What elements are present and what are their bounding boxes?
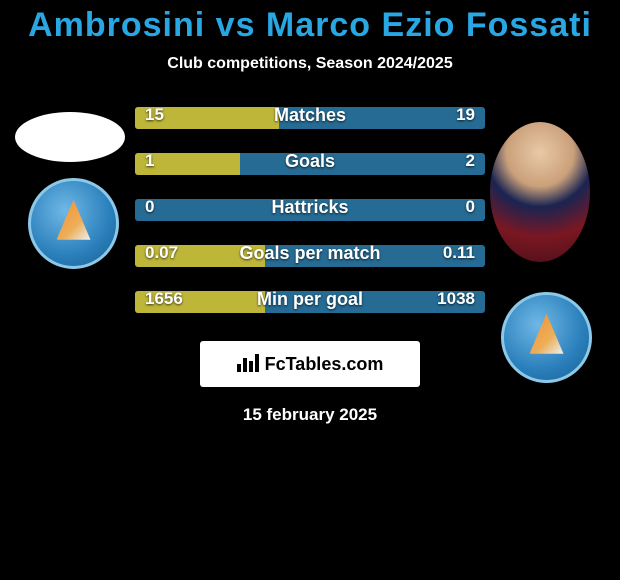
date-text: 15 february 2025 xyxy=(0,405,620,425)
page-title: Ambrosini vs Marco Ezio Fossati xyxy=(0,0,620,45)
stat-label: Goals per match xyxy=(135,243,485,264)
stat-value-right: 19 xyxy=(456,105,475,125)
stat-label: Goals xyxy=(135,151,485,172)
brand-text: FcTables.com xyxy=(265,354,384,375)
stat-row: 0Hattricks0 xyxy=(135,195,485,225)
brand-bars-icon xyxy=(237,352,259,377)
page-subtitle: Club competitions, Season 2024/2025 xyxy=(0,55,620,73)
stat-row: 15Matches19 xyxy=(135,103,485,133)
stat-label: Min per goal xyxy=(135,289,485,310)
stats-area: 15Matches19 1Goals2 0Hattricks0 0.07Goals p… xyxy=(0,103,620,317)
stat-row: 1Goals2 xyxy=(135,149,485,179)
stat-value-right: 0.11 xyxy=(443,243,475,263)
stat-value-right: 0 xyxy=(466,197,475,217)
stat-label: Matches xyxy=(135,105,485,126)
stat-row: 1656Min per goal1038 xyxy=(135,287,485,317)
stat-value-right: 1038 xyxy=(437,289,475,309)
stat-row: 0.07Goals per match0.11 xyxy=(135,241,485,271)
stat-value-right: 2 xyxy=(466,151,475,171)
brand-box: FcTables.com xyxy=(200,341,420,387)
stat-label: Hattricks xyxy=(135,197,485,218)
